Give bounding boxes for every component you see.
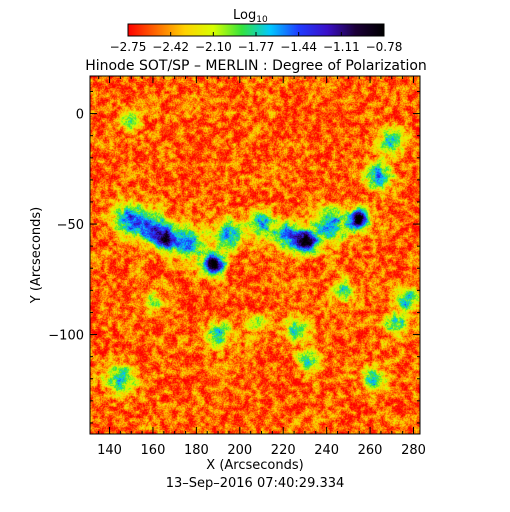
colorbar-tick-label: −1.11 xyxy=(323,40,360,54)
x-tick-label: 240 xyxy=(314,443,339,458)
plot-frame xyxy=(89,75,421,435)
x-tick-label: 140 xyxy=(97,443,122,458)
colorbar-tick-label: −0.78 xyxy=(366,40,403,54)
colorbar-tick-label: −1.44 xyxy=(280,40,317,54)
x-tick-label: 280 xyxy=(401,443,426,458)
colorbar-label-sub: 10 xyxy=(256,15,268,25)
x-tick-label: 220 xyxy=(271,443,296,458)
colorbar-label: Log10 xyxy=(233,8,268,25)
y-tick-label: 0 xyxy=(76,108,84,123)
colorbar-tick-label: −2.42 xyxy=(152,40,189,54)
x-axis: 140 160 180 200 220 240 260 280 xyxy=(97,76,426,458)
y-axis: 0 −50 −100 xyxy=(48,90,420,424)
x-tick-label: 160 xyxy=(141,443,166,458)
colorbar-tick-label: −2.10 xyxy=(195,40,232,54)
timestamp: 13–Sep–2016 07:40:29.334 xyxy=(166,476,345,491)
y-axis-label: Y (Arcseconds) xyxy=(29,207,44,304)
chart-title: Hinode SOT/SP – MERLIN : Degree of Polar… xyxy=(85,58,427,74)
colorbar-ticks: −2.75 −2.42 −2.10 −1.77 −1.44 −1.11 −0.78 xyxy=(110,32,403,54)
colorbar-tick-label: −2.75 xyxy=(110,40,147,54)
x-tick-label: 180 xyxy=(184,443,209,458)
y-tick-label: −100 xyxy=(48,329,84,344)
colorbar-label-main: Log xyxy=(233,8,256,23)
polarization-heatmap xyxy=(90,76,420,434)
x-tick-label: 200 xyxy=(227,443,252,458)
x-tick-label: 260 xyxy=(358,443,383,458)
x-axis-label: X (Arcseconds) xyxy=(206,458,303,473)
y-tick-label: −50 xyxy=(57,218,84,233)
colorbar-tick-label: −1.77 xyxy=(238,40,275,54)
